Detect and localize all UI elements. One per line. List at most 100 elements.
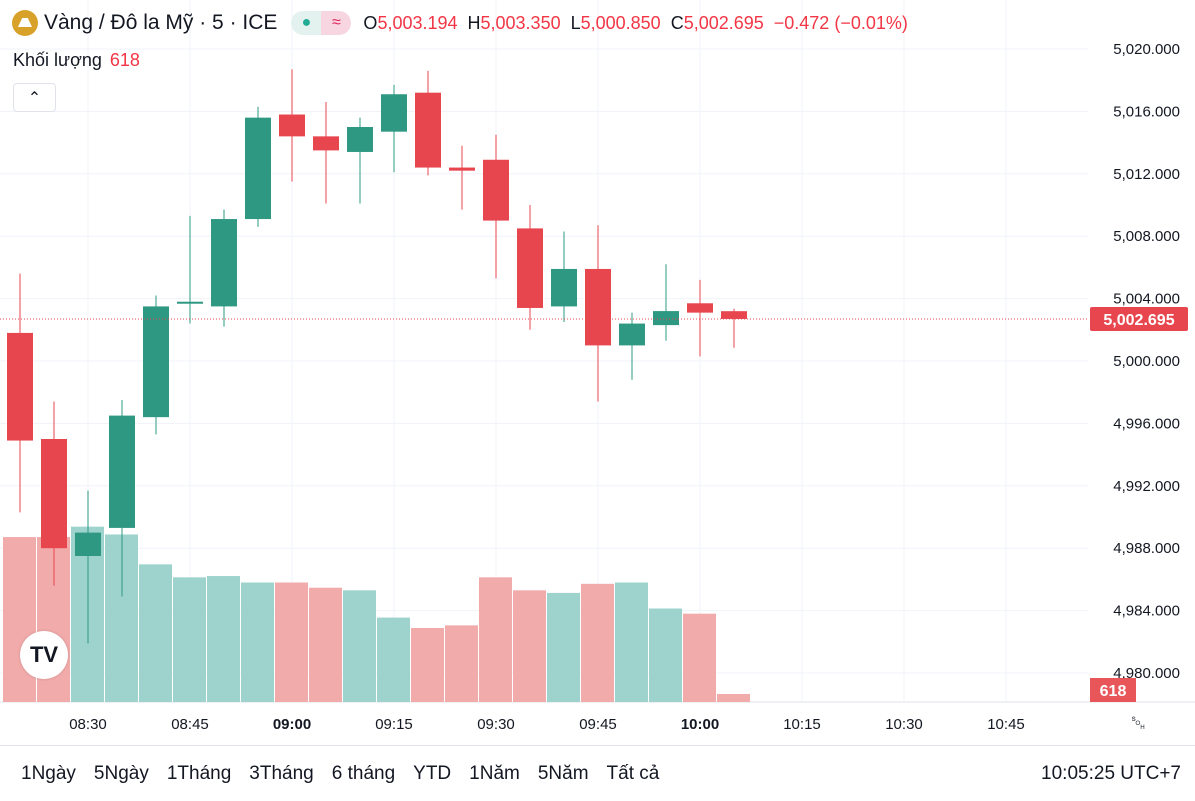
volume-bar (547, 592, 580, 702)
volume-bar (241, 582, 274, 702)
candle-body (449, 167, 475, 171)
volume-bar (649, 608, 682, 702)
chevron-up-icon: ⌃ (27, 89, 42, 107)
gold-logo-icon (12, 10, 38, 36)
candle-body (109, 415, 135, 528)
candle-body (41, 439, 67, 549)
candle-body (7, 332, 33, 441)
last-price-badge (1090, 306, 1188, 331)
range-7[interactable]: 5Năm (537, 762, 589, 784)
y-tick-label: 5,008.000 (1113, 228, 1180, 245)
range-1[interactable]: 5Ngày (93, 762, 149, 784)
volume-bar (445, 625, 478, 702)
candle-body (585, 268, 611, 346)
candle-body (177, 301, 203, 304)
range-4[interactable]: 6 tháng (331, 762, 396, 784)
y-tick-label: 5,012.000 (1113, 166, 1180, 183)
symbol-title[interactable]: Vàng / Đô la Mỹ · 5 · ICE (44, 11, 278, 34)
candle-body (687, 303, 713, 313)
candle-body (211, 219, 237, 307)
last-volume-label: 618 (1100, 683, 1127, 700)
range-selector: 1Ngày 5Ngày 1Tháng 3Tháng 6 tháng YTD 1Năm 5Năm… (12, 763, 668, 785)
range-5[interactable]: YTD (413, 762, 452, 784)
ohlc-values: O5,003.194 H5,003.350 L5,000.850 C5,002.695… (363, 13, 907, 34)
ohlc-value: 5,003.350 (480, 12, 561, 33)
volume-bar (207, 576, 240, 702)
x-tick-label: 10:00 (681, 716, 719, 733)
volume-bar (3, 537, 36, 702)
market-open-dot-icon: ● (291, 11, 322, 35)
symbol-legend: Vàng / Đô la Mỹ · 5 · ICE ● ≈ O5,003.194 H… (12, 10, 908, 36)
tradingview-logo[interactable]: TV (20, 631, 68, 679)
y-tick-label: 4,992.000 (1113, 478, 1180, 495)
candle-body (75, 532, 101, 556)
clock[interactable]: 10:05:25 UTC+7 (1041, 762, 1181, 784)
ohlc-L: L5,000.850 (571, 13, 661, 34)
delayed-data-icon: ≈ (321, 11, 352, 35)
ohlc-value: 5,000.850 (580, 12, 661, 33)
candle-body (551, 268, 577, 307)
x-tick-label: 10:30 (885, 716, 923, 733)
candle-body (483, 159, 509, 221)
candle-body (347, 127, 373, 152)
candle-body (143, 306, 169, 418)
ohlc-key: O (363, 12, 378, 33)
volume-bar (411, 627, 444, 702)
x-tick-label: 09:15 (375, 716, 413, 733)
range-0[interactable]: 1Ngày (21, 762, 76, 784)
price-chart[interactable]: 5,020.000 5,016.000 5,012.000 5,008.000 5,00… (0, 0, 1195, 745)
last-price-label: 5,002.695 (1103, 312, 1174, 329)
bottom-toolbar: 1Ngày 5Ngày 1Tháng 3Tháng 6 tháng YTD 1Năm 5Năm… (0, 745, 1195, 801)
volume-bar (173, 577, 206, 702)
gear-icon[interactable]: ␁ (1131, 713, 1146, 733)
x-tick-label: 10:45 (987, 716, 1025, 733)
range-3[interactable]: 3Tháng (249, 762, 314, 784)
ohlc-H: H5,003.350 (468, 13, 561, 34)
volume-bar (309, 587, 342, 702)
ohlc-C: C5,002.695 (671, 13, 764, 34)
candle-body (619, 323, 645, 346)
x-tick-label: 09:45 (579, 716, 617, 733)
candle-body (415, 92, 441, 168)
candle-body (381, 94, 407, 132)
market-status[interactable]: ● ≈ (291, 11, 352, 35)
volume-bar (343, 590, 376, 702)
ohlc-key: C (670, 12, 684, 33)
x-tick-label: 08:45 (171, 716, 209, 733)
ohlc-key: L (570, 12, 581, 33)
volume-label: Khối lượng (13, 50, 102, 70)
volume-bar (615, 582, 648, 702)
volume-bar (581, 583, 614, 702)
x-tick-label: 09:00 (273, 716, 311, 733)
collapse-legend-button[interactable]: ⌃ (13, 83, 56, 112)
range-6[interactable]: 1Năm (469, 762, 520, 784)
ohlc-key: H (467, 12, 481, 33)
y-tick-label: 5,016.000 (1113, 103, 1180, 120)
y-tick-label: 5,020.000 (1113, 41, 1180, 58)
volume-bar (513, 590, 546, 702)
candle-body (245, 117, 271, 220)
x-tick-label: 08:30 (69, 716, 107, 733)
range-8[interactable]: Tất cả (606, 762, 660, 784)
x-tick-label: 10:15 (783, 716, 821, 733)
candle-body (517, 228, 543, 308)
y-tick-label: 4,988.000 (1113, 540, 1180, 557)
volume-bar (139, 564, 172, 702)
y-tick-label: 5,000.000 (1113, 353, 1180, 370)
ohlc-O: O5,003.194 (363, 13, 457, 34)
volume-bar (479, 577, 512, 702)
candle-body (279, 114, 305, 137)
candle-body (721, 311, 747, 319)
volume-bar (275, 582, 308, 702)
ohlc-value: 5,002.695 (683, 12, 764, 33)
volume-bar (377, 617, 410, 702)
ohlc-value: 5,003.194 (377, 12, 458, 33)
candle-body (313, 136, 339, 151)
y-tick-label: 4,996.000 (1113, 415, 1180, 432)
volume-legend: Khối lượng 618 (13, 50, 140, 71)
last-volume-badge (1090, 678, 1136, 702)
y-tick-label: 4,984.000 (1113, 603, 1180, 620)
volume-bar (717, 693, 750, 702)
volume-bar (683, 613, 716, 702)
range-2[interactable]: 1Tháng (166, 762, 232, 784)
